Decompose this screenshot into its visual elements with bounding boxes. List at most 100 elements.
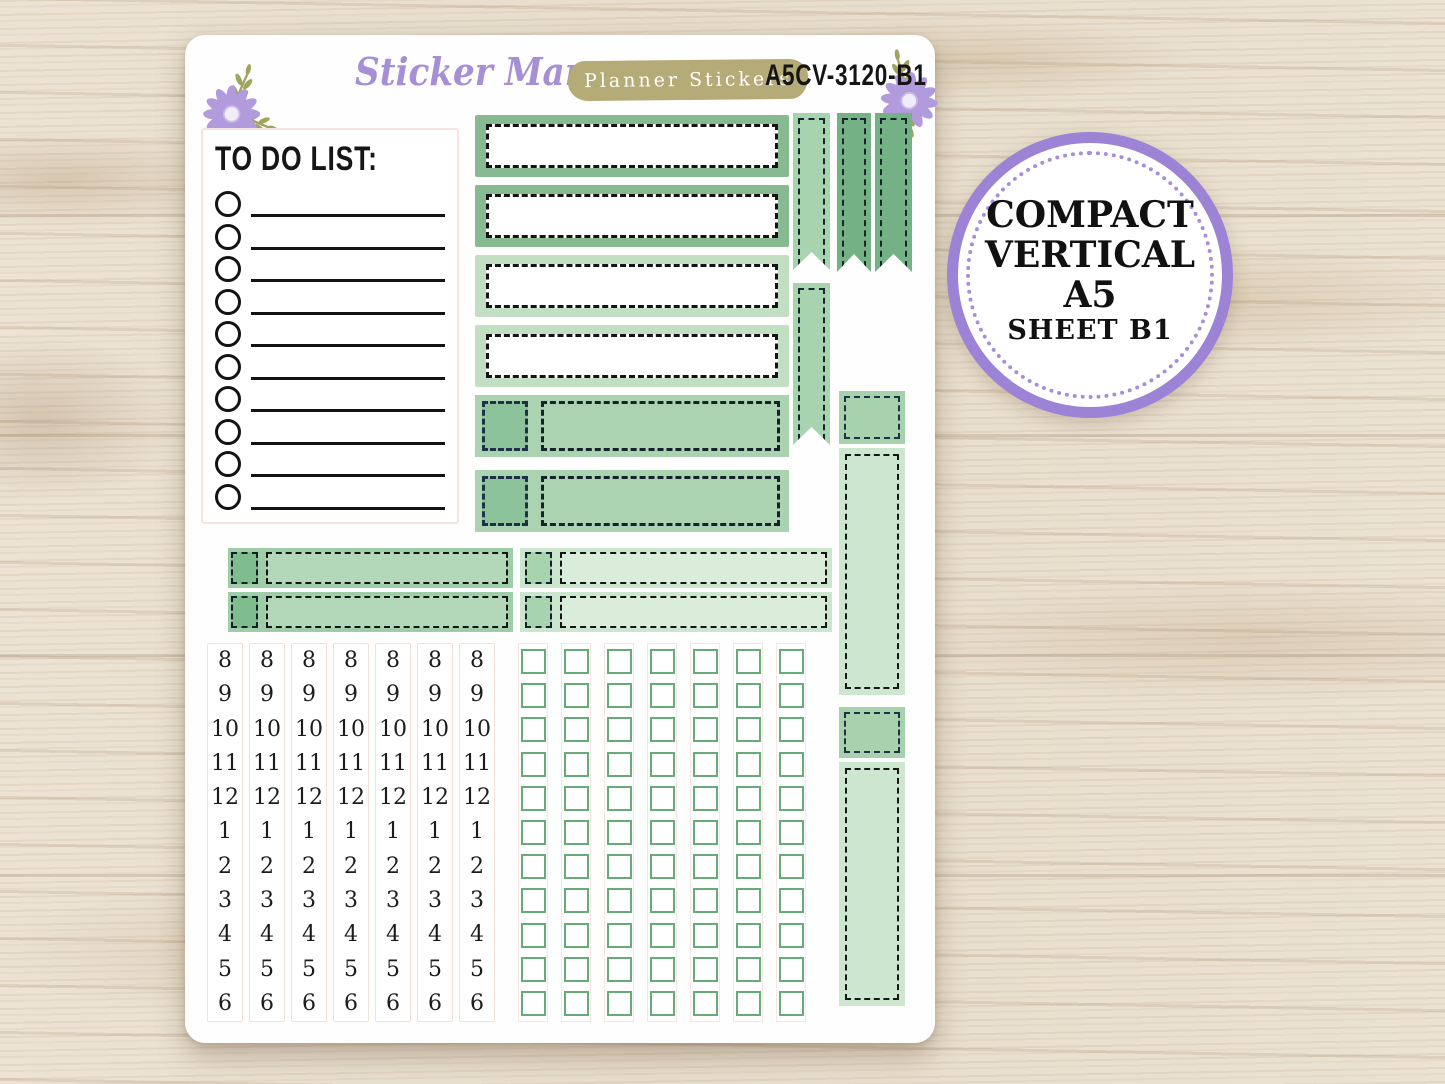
checkbox-sticker xyxy=(735,785,761,811)
hour-label: 10 xyxy=(211,716,239,742)
checkbox-sticker xyxy=(563,785,589,811)
hour-label: 11 xyxy=(379,750,407,776)
checkbox-sticker xyxy=(735,922,761,948)
hour-strip-sticker: 8 9 10 11 12 1 2 3 4 5 6 xyxy=(375,643,411,1022)
todo-circle-icon xyxy=(215,223,241,250)
todo-circle-icon xyxy=(215,256,241,283)
todo-row xyxy=(215,481,445,510)
hour-label: 3 xyxy=(218,888,232,914)
hour-label: 4 xyxy=(344,922,358,948)
todo-row xyxy=(215,188,445,217)
badge-line: SHEET B1 xyxy=(1007,315,1173,346)
checkbox-sticker xyxy=(649,785,675,811)
todo-writing-line xyxy=(251,385,445,413)
checkbox-sticker xyxy=(649,922,675,948)
hour-label: 1 xyxy=(428,819,442,845)
todo-title: TO DO LIST: xyxy=(215,140,378,178)
checkbox-sticker xyxy=(606,785,632,811)
hour-label: 11 xyxy=(463,750,491,776)
checkbox-sticker xyxy=(692,990,718,1016)
checkbox-sticker xyxy=(563,990,589,1016)
checkbox-strip-sticker xyxy=(518,643,548,1022)
hour-label: 6 xyxy=(260,990,274,1016)
strip-square xyxy=(525,552,552,584)
hour-label: 8 xyxy=(260,648,274,673)
checkbox-sticker xyxy=(563,717,589,743)
hour-label: 3 xyxy=(470,888,484,914)
header-box-label-area xyxy=(486,264,778,308)
todo-writing-line xyxy=(251,418,445,445)
hour-label: 2 xyxy=(470,853,484,879)
washi-box-sticker xyxy=(475,470,789,532)
checkbox-sticker xyxy=(735,854,761,880)
todo-writing-line xyxy=(251,288,445,315)
checkbox-sticker xyxy=(692,683,718,709)
checkbox-sticker xyxy=(520,888,546,914)
checkbox-sticker xyxy=(735,683,761,709)
hour-label: 1 xyxy=(344,819,358,845)
todo-row xyxy=(215,448,445,478)
checkbox-sticker xyxy=(606,922,632,948)
checkbox-strip-sticker xyxy=(561,643,591,1022)
hour-label: 9 xyxy=(428,682,442,708)
strip-label-area xyxy=(560,552,827,584)
product-sku: A5CV-3120-B1 xyxy=(765,59,927,92)
checkbox-sticker xyxy=(606,717,632,743)
checkbox-sticker xyxy=(692,751,718,777)
variant-badge: COMPACT VERTICAL A5 SHEET B1 xyxy=(947,132,1233,418)
header-box-label-area xyxy=(486,194,778,238)
todo-writing-line xyxy=(251,223,445,250)
checkbox-sticker xyxy=(520,922,546,948)
hour-label: 6 xyxy=(428,990,442,1016)
label-strip-sticker xyxy=(228,592,513,632)
checkbox-strips xyxy=(518,643,806,1022)
checkbox-strip-sticker xyxy=(604,643,634,1022)
hour-label: 11 xyxy=(295,750,323,776)
todo-circle-icon xyxy=(215,386,241,413)
hour-strip-sticker: 8 9 10 11 12 1 2 3 4 5 6 xyxy=(207,643,243,1022)
todo-row xyxy=(215,383,445,413)
checkbox-strip-sticker xyxy=(776,643,806,1022)
hour-label: 8 xyxy=(386,648,400,673)
flag-dashed-border xyxy=(880,118,907,267)
checkbox-sticker xyxy=(692,888,718,914)
checkbox-sticker xyxy=(778,717,804,743)
checkbox-strip-sticker xyxy=(647,643,677,1022)
hour-label: 4 xyxy=(260,922,274,948)
hour-label: 5 xyxy=(470,956,484,982)
vertical-header-sticker xyxy=(839,707,905,758)
flag-dashed-border xyxy=(842,118,866,267)
hour-label: 2 xyxy=(428,853,442,879)
checkbox-sticker xyxy=(649,854,675,880)
checkbox-sticker xyxy=(606,990,632,1016)
strip-square xyxy=(231,552,258,584)
checkbox-sticker xyxy=(778,785,804,811)
checkbox-sticker xyxy=(692,854,718,880)
checkbox-sticker xyxy=(606,751,632,777)
checkbox-sticker xyxy=(735,717,761,743)
header-box-sticker xyxy=(475,115,789,177)
checkbox-sticker xyxy=(520,751,546,777)
hour-label: 10 xyxy=(421,716,449,742)
checkbox-sticker xyxy=(649,717,675,743)
todo-row xyxy=(215,253,445,283)
hour-label: 10 xyxy=(295,716,323,742)
hour-label: 3 xyxy=(302,888,316,914)
hour-label: 5 xyxy=(428,956,442,982)
hour-label: 8 xyxy=(470,648,484,673)
hour-label: 6 xyxy=(386,990,400,1016)
checkbox-sticker xyxy=(735,956,761,982)
hour-label: 12 xyxy=(295,785,323,811)
washi-square xyxy=(482,401,528,451)
hour-strip-sticker: 8 9 10 11 12 1 2 3 4 5 6 xyxy=(291,643,327,1022)
hour-label: 5 xyxy=(302,956,316,982)
hour-label: 2 xyxy=(260,853,274,879)
hour-label: 4 xyxy=(218,922,232,948)
todo-row xyxy=(215,416,445,445)
hour-label: 2 xyxy=(302,853,316,879)
hour-label: 8 xyxy=(218,648,232,673)
hour-label: 9 xyxy=(260,682,274,708)
checkbox-sticker xyxy=(520,683,546,709)
checkbox-sticker xyxy=(606,956,632,982)
hour-label: 10 xyxy=(337,716,365,742)
